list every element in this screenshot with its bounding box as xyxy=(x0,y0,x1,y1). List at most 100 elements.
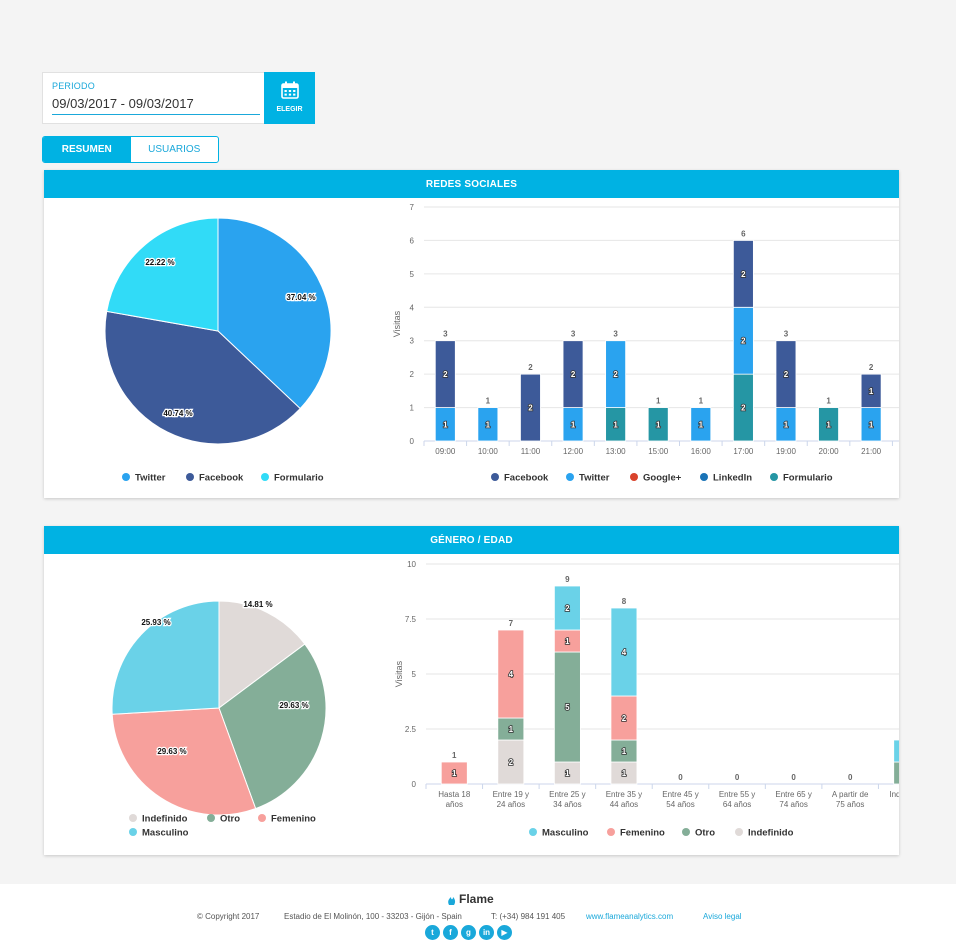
bar-segment-label: 1 xyxy=(509,725,514,734)
choose-period-button[interactable]: ELEGIR xyxy=(264,72,315,124)
x-tick-label: 54 años xyxy=(666,800,694,809)
legend-label: Indefinido xyxy=(748,828,794,839)
youtube-icon[interactable]: ▶ xyxy=(497,925,512,940)
x-tick-label: A partir de xyxy=(832,790,869,799)
facebook-icon[interactable]: f xyxy=(443,925,458,940)
y-tick-label: 10 xyxy=(407,560,416,569)
bar-segment-twitter xyxy=(477,407,499,442)
bar-segment-otro xyxy=(553,651,581,763)
legend-label: Google+ xyxy=(643,473,682,484)
x-tick-label: Entre 55 y xyxy=(719,790,755,799)
bar-segment-label: 4 xyxy=(622,648,627,657)
x-tick-label: Indefinido xyxy=(889,790,899,799)
legend-label: Masculino xyxy=(142,828,189,839)
gender-age-panel: GÉNERO / EDAD 14.81 % 29.63 % 29.63 % 25.93… xyxy=(44,526,899,855)
x-tick-label: años xyxy=(446,800,463,809)
x-tick-label: 64 años xyxy=(723,800,751,809)
bar-segment-label: 4 xyxy=(509,670,514,679)
bar-total-label: 1 xyxy=(486,397,491,406)
x-tick-label: 16:00 xyxy=(691,447,712,456)
brand-name: Flame xyxy=(459,892,494,906)
bar-segment-label: 2 xyxy=(741,270,746,279)
brand-logo[interactable]: Flame xyxy=(446,892,494,906)
x-tick-label: 44 años xyxy=(610,800,638,809)
legend-label: Twitter xyxy=(135,473,166,484)
bar-segment-label: 1 xyxy=(869,387,874,396)
x-tick-label: 34 años xyxy=(553,800,581,809)
bar-segment-masculino xyxy=(893,739,899,763)
bar-segment-label: 1 xyxy=(565,637,570,646)
bar-segment-masculino xyxy=(553,585,581,631)
bar-segment-label: 2 xyxy=(565,604,570,613)
view-tabs: RESUMEN USUARIOS xyxy=(42,136,219,163)
twitter-icon[interactable]: t xyxy=(425,925,440,940)
social-icons: t f g in ▶ xyxy=(425,925,512,940)
x-tick-label: 15:00 xyxy=(648,447,669,456)
legend-marker-linkedin xyxy=(700,473,708,481)
pie-data-label: 29.63 % xyxy=(157,747,186,756)
social-networks-charts: 37.04 % 40.74 % 22.22 % Twitter Facebook Form… xyxy=(104,203,899,484)
x-tick-label: 10:00 xyxy=(478,447,499,456)
pie-slice-twitter xyxy=(217,217,332,410)
legend-marker-facebook xyxy=(491,473,499,481)
legend-label: LinkedIn xyxy=(713,473,752,484)
x-tick-label: 74 años xyxy=(779,800,807,809)
bar-segment-facebook xyxy=(562,340,584,408)
x-tick-label: Entre 25 y xyxy=(549,790,585,799)
x-tick-label: 21:00 xyxy=(861,447,882,456)
legend-marker-indefinido xyxy=(129,814,137,822)
y-axis-title: Visitas xyxy=(394,660,404,687)
x-tick-label: Entre 45 y xyxy=(662,790,698,799)
bar-segment-label: 1 xyxy=(622,769,627,778)
y-tick-label: 0 xyxy=(412,780,417,789)
y-tick-label: 6 xyxy=(410,236,415,245)
y-tick-label: 7 xyxy=(410,203,415,212)
google-plus-icon[interactable]: g xyxy=(461,925,476,940)
bar-total-label: 1 xyxy=(656,397,661,406)
legend-marker-masculino xyxy=(529,828,537,836)
y-tick-label: 2 xyxy=(410,370,415,379)
x-tick-label: 19:00 xyxy=(776,447,797,456)
pie-slice-facebook xyxy=(104,310,301,445)
pie-slice-otro xyxy=(218,643,327,810)
bar-total-label: 0 xyxy=(791,773,796,782)
legal-link[interactable]: Aviso legal xyxy=(703,912,742,921)
pie-data-label: 22.22 % xyxy=(145,258,174,267)
legend-label: Femenino xyxy=(271,814,316,825)
legend-label: Femenino xyxy=(620,828,665,839)
bar-total-label: 2 xyxy=(528,363,533,372)
bar-segment-label: 1 xyxy=(613,420,618,429)
legend-label: Indefinido xyxy=(142,814,188,825)
tab-resumen[interactable]: RESUMEN xyxy=(43,137,131,162)
legend-marker-masculino xyxy=(129,828,137,836)
bar-segment-label: 2 xyxy=(784,370,789,379)
x-tick-label: 12:00 xyxy=(563,447,584,456)
legend-marker-indefinido xyxy=(735,828,743,836)
bar-total-label: 7 xyxy=(509,619,514,628)
x-tick-label: Entre 65 y xyxy=(775,790,811,799)
bar-segment-facebook xyxy=(520,373,541,442)
website-link[interactable]: www.flameanalytics.com xyxy=(586,912,674,921)
bar-segment-label: 1 xyxy=(869,420,874,429)
pie-slice-formulario xyxy=(106,217,219,332)
x-tick-label: Entre 19 y xyxy=(493,790,529,799)
pie-data-label: 37.04 % xyxy=(286,293,315,302)
legend-marker-femenino xyxy=(607,828,615,836)
y-tick-label: 4 xyxy=(410,303,415,312)
social-networks-panel: REDES SOCIALES 37.04 % 40.74 % 22.22 % Twit… xyxy=(44,170,899,498)
x-tick-label: 24 años xyxy=(497,800,525,809)
flame-logo-icon xyxy=(448,897,456,905)
period-date-range-field[interactable]: 09/03/2017 - 09/03/2017 xyxy=(52,96,260,115)
legend-marker-google-plus xyxy=(630,473,638,481)
bar-segment-label: 1 xyxy=(622,747,627,756)
linkedin-icon[interactable]: in xyxy=(479,925,494,940)
bar-segment-label: 1 xyxy=(826,420,831,429)
bar-total-label: 3 xyxy=(443,330,448,339)
period-label: PERIODO xyxy=(52,81,95,91)
bar-total-label: 0 xyxy=(678,773,683,782)
tab-usuarios[interactable]: USUARIOS xyxy=(148,144,201,155)
bar-total-label: 0 xyxy=(735,773,740,782)
bar-total-label: 9 xyxy=(565,575,570,584)
bar-segment-otro xyxy=(893,761,899,785)
bar-total-label: 8 xyxy=(622,597,627,606)
